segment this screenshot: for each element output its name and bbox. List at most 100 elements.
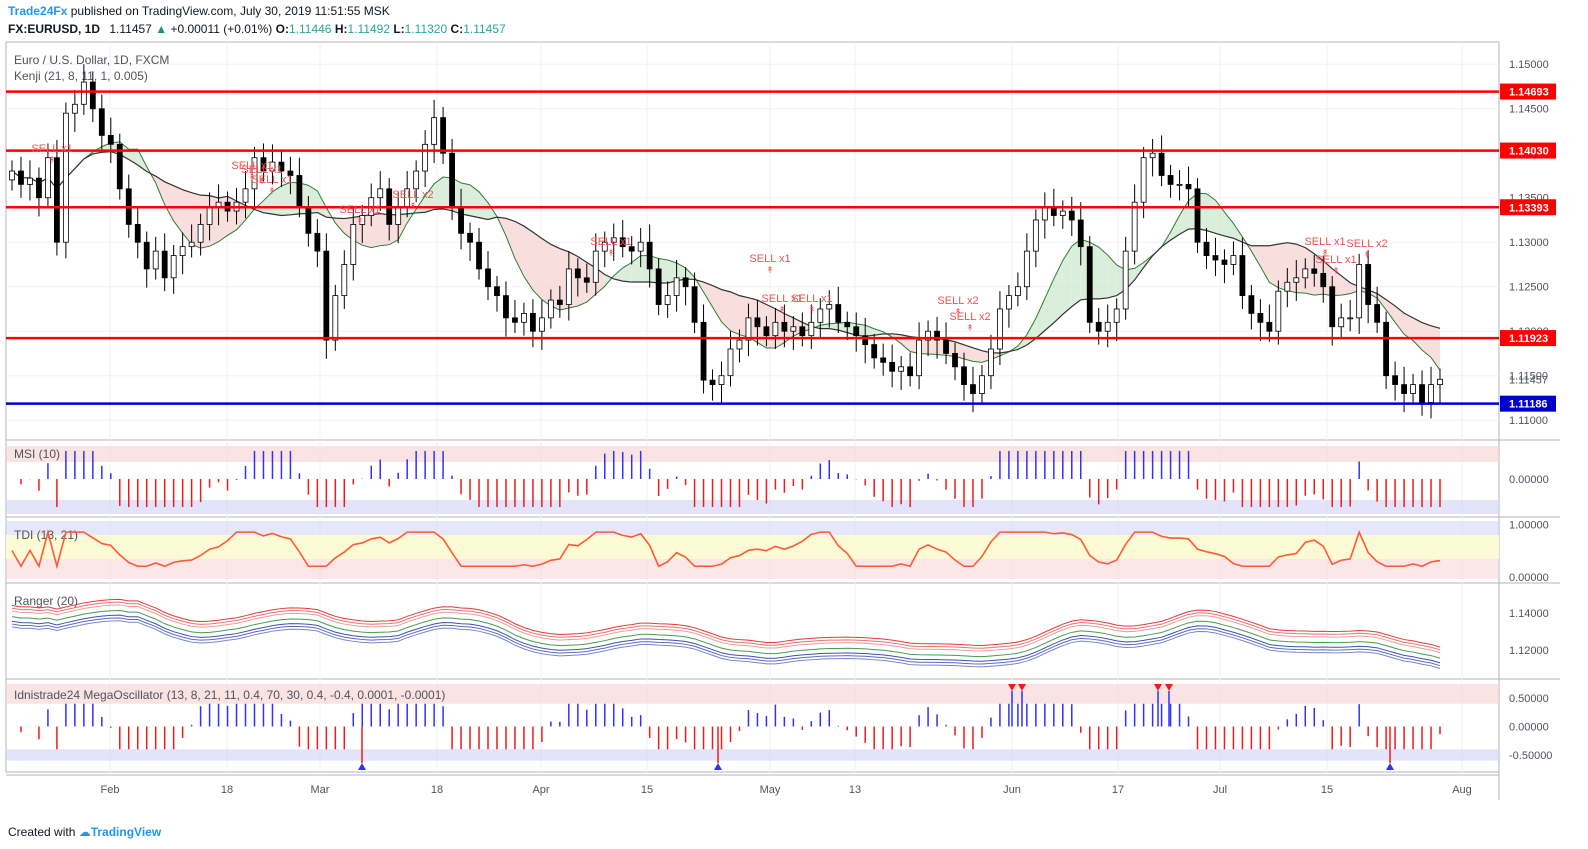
- candle-body: [961, 366, 967, 386]
- candle-body: [1176, 183, 1183, 186]
- y-tick-label: 1.13000: [1509, 237, 1549, 249]
- candle-body: [1338, 317, 1345, 328]
- candle-body: [1014, 286, 1021, 297]
- x-tick-label: 18: [221, 784, 233, 796]
- candle-body: [1257, 313, 1264, 323]
- candle-body: [1419, 384, 1425, 403]
- candle-body: [1167, 175, 1174, 185]
- cloud-segment: [281, 182, 291, 216]
- sell-signal-label: SELL x1: [749, 253, 790, 265]
- sell-signal-arrow-icon: ↟: [248, 172, 256, 182]
- sell-signal-label: SELL x1: [590, 236, 631, 248]
- cloud-segment: [1260, 245, 1270, 283]
- cloud-segment: [371, 213, 381, 248]
- candle-body: [871, 344, 878, 359]
- candle-body: [772, 321, 779, 337]
- candle-body: [359, 215, 366, 225]
- cloud-segment: [263, 191, 273, 215]
- candle-body: [1212, 255, 1219, 261]
- ranger-line: [11, 604, 1441, 654]
- cloud-segment: [1395, 305, 1405, 335]
- cloud-segment: [964, 344, 973, 362]
- candle-body: [1266, 321, 1273, 332]
- candle-body: [556, 299, 563, 305]
- candle-body: [817, 308, 824, 323]
- candle-body: [1401, 384, 1407, 394]
- candle-body: [116, 143, 123, 190]
- candle-body: [673, 277, 680, 297]
- level-label-bg: [1500, 395, 1556, 412]
- candle-body: [1374, 304, 1381, 323]
- price-change: +0.00011 (+0.01%): [170, 22, 273, 36]
- candle-body: [152, 250, 159, 270]
- candle-body: [988, 348, 994, 377]
- mega-buy-marker-icon: [358, 763, 366, 770]
- mega-buy-marker-icon: [714, 763, 722, 770]
- candle-body: [916, 339, 922, 377]
- sell-signal-arrow-icon: ↟: [954, 307, 962, 317]
- sell-signal-label: SELL x2: [392, 189, 433, 201]
- candle-body: [422, 143, 429, 172]
- cloud-segment: [541, 238, 551, 306]
- candle-body: [71, 103, 78, 114]
- candle-body: [1158, 152, 1165, 176]
- cloud-segment: [784, 313, 794, 343]
- cloud-segment: [182, 189, 192, 245]
- candle-body: [1356, 264, 1363, 319]
- cloud-segment: [1386, 299, 1396, 323]
- candle-body: [1311, 268, 1318, 274]
- level-label-bg: [1500, 83, 1556, 100]
- sell-signal-arrow-icon: ↟: [48, 155, 56, 165]
- candle-body: [1239, 255, 1246, 297]
- mega-y-label: -0.50000: [1509, 750, 1552, 762]
- brand-link[interactable]: Trade24Fx: [8, 4, 68, 18]
- tdi-line: [11, 528, 1441, 570]
- candle-body: [709, 379, 716, 386]
- candle-body: [260, 157, 267, 172]
- candle-body: [305, 206, 312, 234]
- cloud-segment: [1170, 215, 1180, 241]
- up-arrow-icon: ▲: [155, 22, 168, 36]
- candle-body: [18, 170, 24, 185]
- candle-body: [242, 188, 249, 203]
- sell-signal-label: SELL x1: [231, 160, 272, 172]
- cloud-segment: [1053, 260, 1063, 323]
- level-label-bg: [1500, 330, 1556, 347]
- level-label: 1.11923: [1509, 333, 1548, 345]
- candle-body: [682, 277, 689, 288]
- candle-body: [98, 108, 105, 136]
- level-label-bg: [1500, 199, 1556, 216]
- candle-body: [278, 161, 285, 172]
- candle-body: [332, 295, 339, 341]
- tdi-upper-band: [6, 521, 1499, 535]
- cloud-segment: [928, 338, 938, 355]
- y-tick-label: 1.11500: [1509, 371, 1548, 383]
- cloud-segment: [416, 195, 426, 213]
- candle-body: [512, 317, 518, 323]
- high-value: 1.11492: [347, 22, 391, 36]
- x-tick-label: Feb: [101, 784, 120, 796]
- cloud-segment: [1341, 275, 1351, 296]
- cloud-segment: [703, 282, 713, 307]
- tdi-title: TDI (13, 21): [14, 528, 78, 542]
- candle-body: [1077, 219, 1084, 248]
- cloud-segment: [1134, 262, 1144, 280]
- cloud-segment: [1377, 293, 1387, 310]
- publish-info: published on TradingView.com, July 30, 2…: [70, 4, 390, 18]
- open-label: O:: [275, 22, 289, 36]
- symbol-label: FX:EURUSD, 1D: [8, 22, 101, 36]
- cloud-segment: [1413, 317, 1423, 350]
- ranger-line: [11, 620, 1441, 669]
- cloud-segment: [155, 176, 165, 205]
- sell-signal-label: SELL x1: [251, 174, 292, 186]
- close-label: C:: [450, 22, 464, 36]
- cloud-segment: [164, 181, 174, 221]
- ranger-line: [11, 617, 1441, 667]
- high-label: H:: [334, 22, 348, 36]
- sell-signal-label: SELL x1: [761, 293, 802, 305]
- tradingview-link[interactable]: TradingView: [90, 825, 162, 839]
- cloud-segment: [622, 262, 632, 283]
- candle-body: [206, 206, 213, 225]
- x-tick-label: Aug: [1452, 784, 1472, 796]
- candle-body: [1230, 255, 1237, 265]
